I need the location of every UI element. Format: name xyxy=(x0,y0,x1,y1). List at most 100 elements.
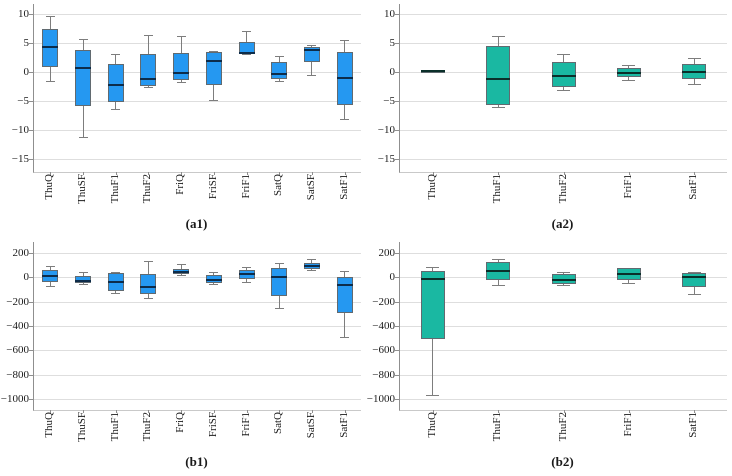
y-tick-label: 0 xyxy=(23,66,30,79)
x-axis-tick xyxy=(694,172,696,175)
x-axis-tick xyxy=(83,410,85,413)
median-line-FriSF xyxy=(205,279,222,282)
x-axis-tick xyxy=(628,172,630,175)
x-axis-tick xyxy=(694,410,696,413)
whisker-cap-top xyxy=(307,259,317,261)
gridline xyxy=(400,130,727,132)
x-axis-tick xyxy=(279,172,281,175)
whisker-cap-top xyxy=(307,44,317,46)
y-tick-label: 10 xyxy=(18,8,29,21)
y-tick-label: −1000 xyxy=(0,393,29,406)
whisker-cap-bottom xyxy=(274,307,284,309)
gridline xyxy=(34,277,361,279)
whisker-cap-bottom xyxy=(307,269,317,271)
y-tick-label: −400 xyxy=(6,320,29,332)
whisker-cap-bottom xyxy=(274,81,284,83)
y-axis-tick xyxy=(29,159,33,161)
x-axis-tick xyxy=(181,172,183,175)
panel-a2: 10 5 0 −5 −10 −15 ThuQ ThuF1 ThuF2 FriF1 SatF1 (a… xyxy=(366,0,732,238)
whisker-cap-bottom xyxy=(622,79,636,81)
median-line-ThuF2 xyxy=(551,75,576,78)
whisker-cap-bottom xyxy=(687,293,701,295)
whisker-cap-top xyxy=(687,271,701,273)
gridline xyxy=(400,326,727,327)
median-line-FriSF xyxy=(205,59,222,62)
whisker-cap-top xyxy=(340,39,350,41)
y-axis-tick xyxy=(395,43,399,45)
y-axis-tick xyxy=(29,72,33,74)
whisker-cap-bottom xyxy=(557,89,570,91)
y-tick-label: −15 xyxy=(377,153,395,166)
median-line-ThuSF xyxy=(75,279,92,282)
x-axis-tick xyxy=(432,172,434,175)
y-tick-label: −5 xyxy=(383,95,395,108)
whisker-cap-top xyxy=(340,270,350,272)
x-axis-tick xyxy=(115,410,117,413)
whisker-cap-bottom xyxy=(340,118,350,120)
y-axis-tick xyxy=(29,326,33,327)
gridline xyxy=(34,43,361,45)
whisker-cap-top xyxy=(209,271,219,273)
gridline xyxy=(400,350,727,352)
x-axis-tick xyxy=(148,172,150,175)
median-line-SatQ xyxy=(271,275,288,278)
panel-b2: 200 0 −200 −400 −600 −800 −1000 ThuQ ThuF1 ThuF2… xyxy=(366,238,732,476)
y-axis-tick xyxy=(29,101,33,103)
median-line-ThuF2 xyxy=(140,78,157,81)
y-axis-tick xyxy=(395,374,399,376)
whisker-cap-top xyxy=(491,36,505,38)
y-axis-tick xyxy=(395,350,399,352)
x-axis-tick xyxy=(246,172,248,175)
y-tick-label: 5 xyxy=(23,37,30,50)
y-axis-tick xyxy=(395,159,399,161)
gridline xyxy=(34,72,361,74)
whisker-cap-top xyxy=(45,265,55,267)
gridline xyxy=(34,399,361,401)
y-tick-label: 0 xyxy=(389,66,396,79)
y-tick-label: 5 xyxy=(389,37,396,50)
y-axis-tick xyxy=(29,130,33,132)
whisker-cap-bottom xyxy=(111,292,121,294)
whisker-cap-bottom xyxy=(78,136,88,138)
y-axis-tick xyxy=(395,399,399,401)
box-SatSF xyxy=(303,47,320,63)
x-axis-tick xyxy=(311,172,313,175)
whisker-cap-top xyxy=(143,261,153,263)
whisker-cap-top xyxy=(143,35,153,37)
gridline xyxy=(34,159,361,161)
gridline xyxy=(34,350,361,352)
box-FriSF xyxy=(205,274,222,284)
whisker-cap-bottom xyxy=(45,285,55,287)
box-ThuF2 xyxy=(551,273,576,284)
whisker-cap-top xyxy=(557,271,570,273)
y-tick-label: −800 xyxy=(372,368,395,381)
whisker-cap-top xyxy=(78,38,88,40)
whisker-cap-bottom xyxy=(176,82,186,84)
y-axis-tick xyxy=(29,14,33,16)
y-tick-label: 0 xyxy=(23,271,30,284)
box-ThuF1 xyxy=(107,63,124,102)
whisker-cap-top xyxy=(176,35,186,37)
b1-plot-area: 200 0 −200 −400 −600 −800 −1000 xyxy=(1,242,361,413)
whisker-cap-top xyxy=(274,262,284,264)
y-tick-label: −600 xyxy=(6,344,29,357)
y-axis-tick xyxy=(29,399,33,401)
y-axis-tick xyxy=(29,374,33,376)
x-axis-tick xyxy=(181,410,183,413)
gridline xyxy=(34,374,361,376)
whisker-cap-bottom xyxy=(45,81,55,83)
whisker-cap-top xyxy=(426,266,440,268)
median-line-SatF1 xyxy=(682,70,707,73)
whisker-cap-bottom xyxy=(111,109,121,111)
box-FriQ xyxy=(173,52,190,81)
whisker-cap-top xyxy=(242,30,252,32)
whisker-cap-top xyxy=(491,259,505,261)
b1-x-axis-labels: ThuQ ThuSF ThuF1 ThuF2 FriQ FriSF FriF1 SatQ Sat… xyxy=(33,410,360,456)
median-line-SatF1 xyxy=(336,283,353,286)
b2-x-axis-labels: ThuQ ThuF1 ThuF2 FriF1 SatF1 xyxy=(399,410,726,456)
y-axis-tick xyxy=(395,130,399,132)
a1-plot-area: 10 5 0 −5 −10 −15 xyxy=(12,4,361,175)
gridline xyxy=(400,101,727,103)
whisker-cap-bottom xyxy=(340,336,350,338)
median-line-SatSF xyxy=(303,265,320,268)
